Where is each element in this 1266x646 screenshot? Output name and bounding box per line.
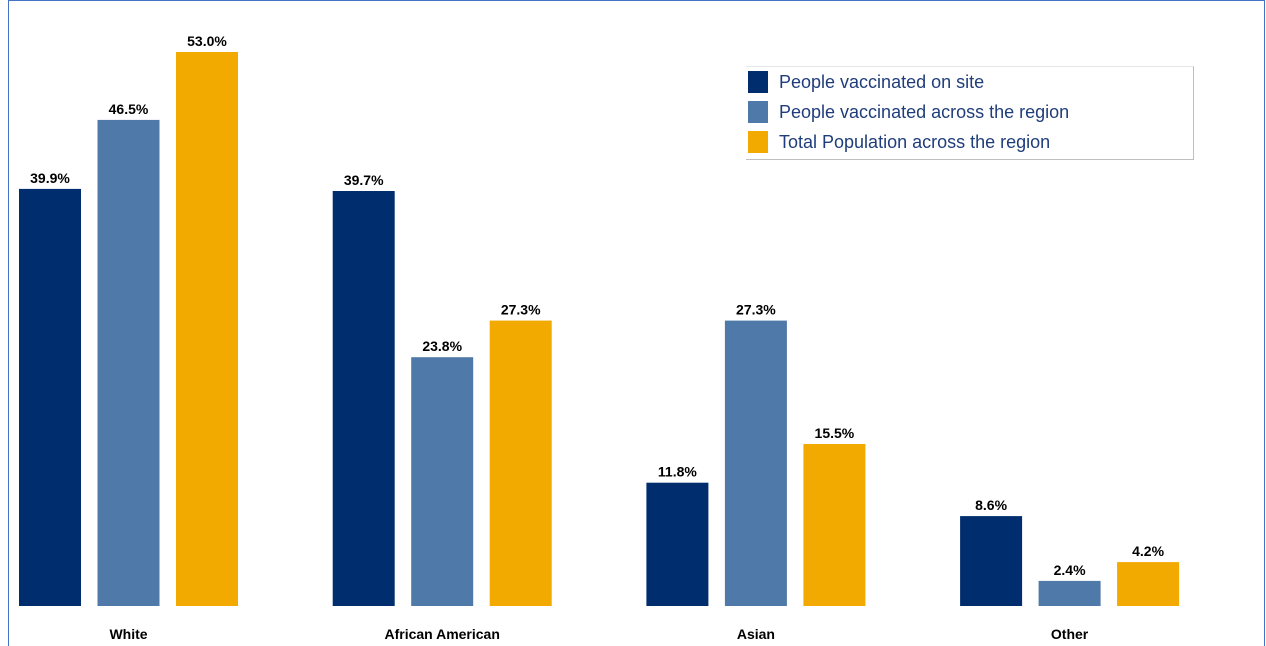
legend-label: Total Population across the region <box>779 131 1051 152</box>
value-label-white-series-3: 53.0% <box>187 33 227 49</box>
bar-african-american-series-3 <box>489 320 552 606</box>
bar-white-series-2 <box>97 119 160 607</box>
legend-label: People vaccinated across the region <box>779 101 1070 122</box>
legend: People vaccinated on site People vaccina… <box>746 66 1194 160</box>
legend-item-vaccinated-region: People vaccinated across the region <box>748 99 1069 125</box>
bar-asian-series-3 <box>803 444 866 606</box>
value-label-asian-series-3: 15.5% <box>815 425 855 441</box>
category-label-asian: Asian <box>737 626 775 642</box>
bars-layer <box>19 52 1180 607</box>
category-label-other: Other <box>1051 626 1089 642</box>
value-label-asian-series-2: 27.3% <box>736 302 776 318</box>
value-label-other-series-2: 2.4% <box>1054 562 1086 578</box>
value-labels-layer: 39.9% 46.5% 53.0% 39.7% 23.8% 27.3% 11.8% 27.3%… <box>30 33 1164 578</box>
legend-swatch <box>748 131 768 153</box>
value-label-white-series-2: 46.5% <box>109 101 149 117</box>
value-label-african-american-series-2: 23.8% <box>422 338 462 354</box>
value-label-other-series-1: 8.6% <box>975 497 1007 513</box>
bar-white-series-1 <box>19 188 81 606</box>
bar-african-american-series-1 <box>332 191 395 606</box>
bar-asian-series-1 <box>646 482 709 606</box>
legend-item-vaccinated-on-site: People vaccinated on site <box>748 69 984 95</box>
bar-asian-series-2 <box>724 320 787 606</box>
legend-item-total-population: Total Population across the region <box>748 129 1050 155</box>
category-label-african-american: African American <box>384 626 499 642</box>
bar-other-series-2 <box>1038 580 1101 606</box>
bar-african-american-series-2 <box>411 357 474 606</box>
value-label-other-series-3: 4.2% <box>1132 543 1164 559</box>
value-label-white-series-1: 39.9% <box>30 170 70 186</box>
legend-label: People vaccinated on site <box>779 71 985 92</box>
value-label-asian-series-1: 11.8% <box>658 464 697 480</box>
chart-frame <box>8 0 1265 646</box>
bar-other-series-3 <box>1117 562 1180 606</box>
value-label-african-american-series-3: 27.3% <box>501 302 541 318</box>
value-label-african-american-series-1: 39.7% <box>344 172 384 188</box>
legend-swatch <box>748 71 768 93</box>
category-label-white: White <box>109 626 147 642</box>
category-labels-layer: White African American Asian Other <box>109 626 1088 642</box>
legend-swatch <box>748 101 768 123</box>
bar-other-series-1 <box>960 516 1023 606</box>
bar-white-series-3 <box>176 52 238 606</box>
